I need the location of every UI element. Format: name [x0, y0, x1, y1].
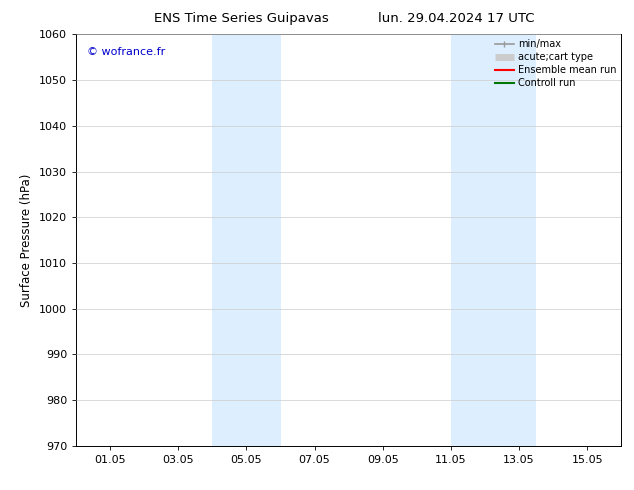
- Text: © wofrance.fr: © wofrance.fr: [87, 47, 165, 57]
- Text: ENS Time Series Guipavas: ENS Time Series Guipavas: [153, 12, 328, 25]
- Text: lun. 29.04.2024 17 UTC: lun. 29.04.2024 17 UTC: [378, 12, 534, 25]
- Y-axis label: Surface Pressure (hPa): Surface Pressure (hPa): [20, 173, 34, 307]
- Bar: [451, 34, 536, 446]
- Legend: min/max, acute;cart type, Ensemble mean run, Controll run: min/max, acute;cart type, Ensemble mean …: [493, 37, 618, 90]
- Bar: [212, 34, 280, 446]
